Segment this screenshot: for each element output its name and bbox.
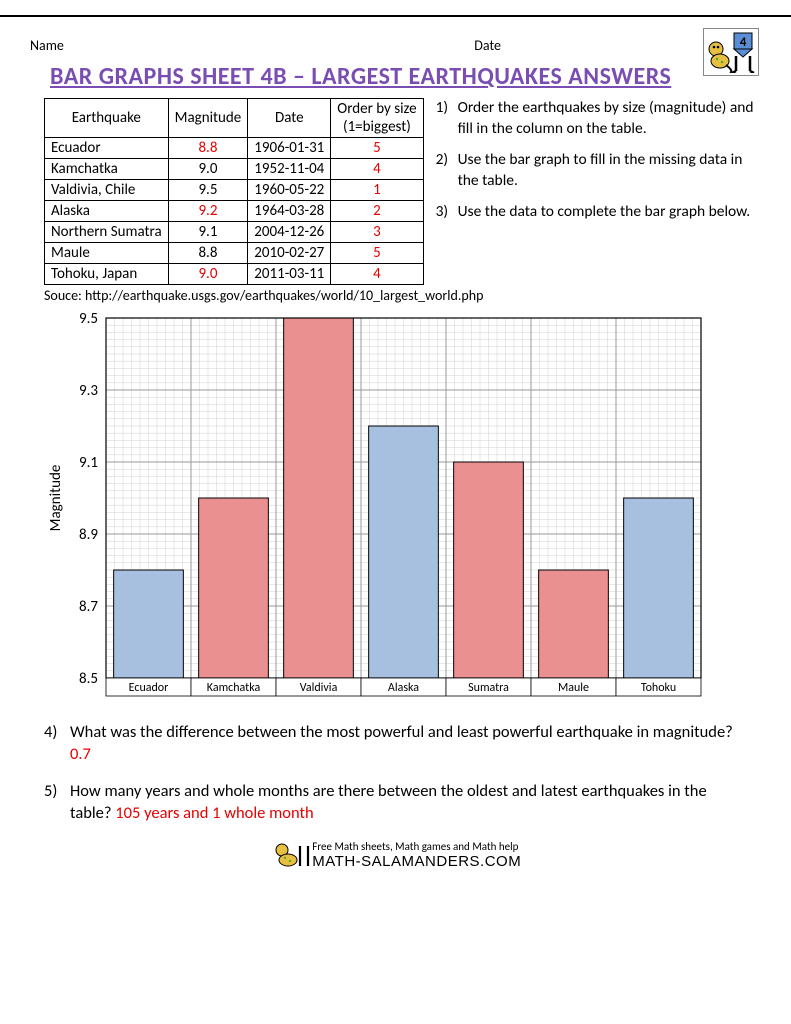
bar [369, 426, 439, 678]
cell-date: 1952-11-04 [248, 159, 331, 180]
cell-magnitude: 9.1 [168, 222, 248, 243]
xtick-label: Alaska [388, 681, 419, 695]
cell-name: Ecuador [45, 138, 169, 159]
worksheet-page: 4 Name Date BAR GRAPHS SHEET 4B – LARGES… [0, 15, 791, 882]
bar [284, 318, 354, 678]
cell-date: 1906-01-31 [248, 138, 331, 159]
source-text: Souce: http://earthquake.usgs.gov/earthq… [44, 287, 761, 304]
earthquake-table: EarthquakeMagnitudeDateOrder by size(1=b… [44, 98, 424, 285]
logo-box: 4 [703, 28, 759, 76]
ytick-label: 8.5 [79, 670, 98, 688]
footer-salamander-icon [270, 838, 310, 872]
salamander-logo-icon: 4 [706, 31, 756, 73]
table-row: Alaska9.21964-03-282 [45, 201, 424, 222]
bar [199, 498, 269, 678]
ytick-label: 8.7 [79, 598, 98, 616]
xtick-label: Maule [558, 681, 589, 695]
footer: Free Math sheets, Math games and Math he… [30, 838, 761, 872]
ytick-label: 9.1 [79, 454, 98, 472]
cell-date: 1964-03-28 [248, 201, 331, 222]
cell-name: Alaska [45, 201, 169, 222]
xtick-label: Valdivia [300, 681, 338, 695]
ytick-label: 8.9 [79, 526, 98, 544]
instruction-item: 1)Order the earthquakes by size (magnitu… [436, 98, 761, 140]
y-axis-label: Magnitude [47, 465, 65, 532]
cell-date: 2004-12-26 [248, 222, 331, 243]
table-header: Order by size(1=biggest) [331, 99, 423, 138]
bar [454, 462, 524, 678]
questions: 4)What was the difference between the mo… [44, 721, 751, 824]
cell-date: 2010-02-27 [248, 243, 331, 264]
xtick-label: Kamchatka [207, 681, 261, 695]
xtick-label: Tohoku [641, 681, 676, 695]
ytick-label: 9.3 [79, 382, 98, 400]
date-label: Date [474, 37, 501, 54]
instructions: 1)Order the earthquakes by size (magnitu… [432, 98, 761, 233]
cell-order: 3 [331, 222, 423, 243]
cell-magnitude: 8.8 [168, 138, 248, 159]
content-row: EarthquakeMagnitudeDateOrder by size(1=b… [30, 98, 761, 285]
cell-magnitude: 9.5 [168, 180, 248, 201]
cell-magnitude: 9.2 [168, 201, 248, 222]
footer-tag: Free Math sheets, Math games and Math he… [312, 840, 518, 853]
cell-name: Valdivia, Chile [45, 180, 169, 201]
cell-order: 4 [331, 159, 423, 180]
table-row: Maule8.82010-02-275 [45, 243, 424, 264]
svg-text:4: 4 [740, 35, 747, 50]
cell-order: 2 [331, 201, 423, 222]
instruction-item: 3)Use the data to complete the bar graph… [436, 202, 761, 223]
footer-brand: MATH-SALAMANDERS.COM [312, 853, 521, 870]
cell-name: Maule [45, 243, 169, 264]
table-row: Ecuador8.81906-01-315 [45, 138, 424, 159]
table-header: Magnitude [168, 99, 248, 138]
cell-order: 4 [331, 264, 423, 285]
name-label: Name [30, 37, 64, 54]
table-header: Earthquake [45, 99, 169, 138]
table-header: Date [248, 99, 331, 138]
cell-date: 1960-05-22 [248, 180, 331, 201]
question-item: 5)How many years and whole months are th… [44, 780, 751, 825]
xtick-label: Sumatra [468, 681, 509, 695]
cell-order: 1 [331, 180, 423, 201]
cell-date: 2011-03-11 [248, 264, 331, 285]
cell-magnitude: 8.8 [168, 243, 248, 264]
cell-name: Tohoku, Japan [45, 264, 169, 285]
question-item: 4)What was the difference between the mo… [44, 721, 751, 766]
ytick-label: 9.5 [79, 312, 98, 328]
instruction-item: 2)Use the bar graph to fill in the missi… [436, 150, 761, 192]
cell-order: 5 [331, 138, 423, 159]
table-row: Tohoku, Japan9.02011-03-114 [45, 264, 424, 285]
cell-name: Northern Sumatra [45, 222, 169, 243]
bar-chart: 8.5 8.7 8.9 9.1 9.3 9.5 Ecuador Kamchatka Valdiv… [44, 312, 761, 707]
table-row: Valdivia, Chile9.51960-05-221 [45, 180, 424, 201]
bar [624, 498, 694, 678]
xtick-label: Ecuador [129, 681, 169, 695]
cell-name: Kamchatka [45, 159, 169, 180]
bar [539, 570, 609, 678]
cell-magnitude: 9.0 [168, 264, 248, 285]
cell-order: 5 [331, 243, 423, 264]
table-row: Kamchatka9.01952-11-044 [45, 159, 424, 180]
cell-magnitude: 9.0 [168, 159, 248, 180]
bar [114, 570, 184, 678]
header-row: Name Date [30, 37, 761, 54]
page-title: BAR GRAPHS SHEET 4B – LARGEST EARTHQUAKE… [50, 62, 761, 92]
table-row: Northern Sumatra9.12004-12-263 [45, 222, 424, 243]
